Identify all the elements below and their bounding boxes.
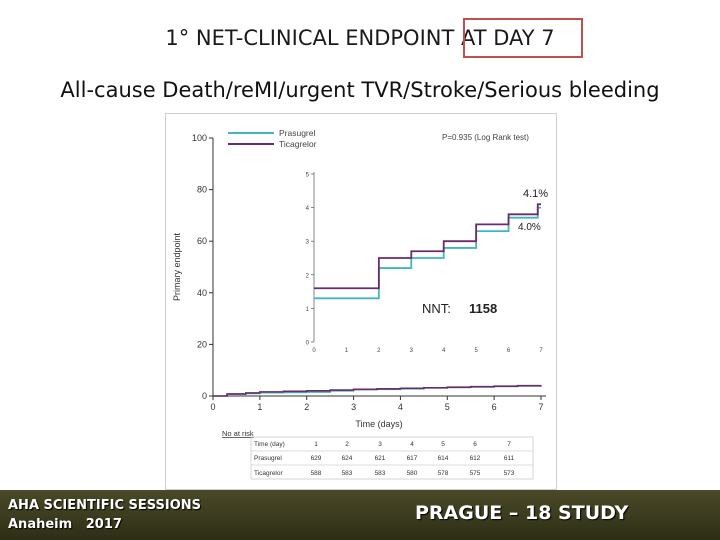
- risk-table-header-cell: 5: [441, 441, 445, 448]
- risk-table-cell: 580: [407, 470, 418, 477]
- risk-table-header-cell: 6: [473, 441, 477, 448]
- x-tick-label: 4: [398, 402, 403, 412]
- y-tick-label: 60: [197, 236, 207, 246]
- p-value: P=0.935 (Log Rank test): [442, 133, 529, 142]
- risk-table-cell: 575: [470, 470, 481, 477]
- risk-table-cell: 629: [311, 455, 322, 462]
- inset-line-prasugrel: [314, 206, 541, 300]
- risk-table-title: No at risk: [222, 429, 254, 438]
- risk-table-cell: 624: [342, 455, 353, 462]
- x-tick-label: 3: [351, 402, 356, 412]
- risk-table-cell: Ticagrelor: [254, 470, 283, 477]
- inset-x-tick-label: 3: [410, 348, 414, 354]
- risk-table-header-cell: 1: [314, 441, 318, 448]
- inset-y-tick-label: 3: [306, 240, 310, 246]
- y-axis-label: Primary endpoint: [172, 232, 182, 301]
- risk-table-cell: 621: [375, 455, 386, 462]
- risk-table-cell: 614: [438, 455, 449, 462]
- inset-y-tick-label: 2: [306, 273, 310, 279]
- risk-table-header-cell: 3: [378, 441, 382, 448]
- risk-table-cell: 573: [504, 470, 515, 477]
- slide-subtitle: All-cause Death/reMI/urgent TVR/Stroke/S…: [60, 78, 660, 102]
- footer-left: AHA SCIENTIFIC SESSIONS Anaheim 2017: [8, 496, 201, 534]
- legend-label-ticagrelor: Ticagrelor: [279, 139, 317, 149]
- risk-table-cell: Prasugrel: [254, 455, 282, 462]
- footer-conference: AHA SCIENTIFIC SESSIONS: [8, 498, 202, 513]
- x-tick-label: 6: [492, 402, 497, 412]
- risk-table-header-cell: 4: [410, 441, 414, 448]
- legend-label-prasugrel: Prasugrel: [279, 128, 315, 138]
- km-chart: Primary endpoint Time (days) Prasugrel T…: [172, 128, 548, 480]
- nnt-label: NNT:: [422, 301, 451, 316]
- inset-y-tick-label: 1: [306, 307, 310, 313]
- km-figure: Primary endpoint Time (days) Prasugrel T…: [165, 113, 557, 490]
- x-tick-label: 5: [445, 402, 450, 412]
- x-tick-label: 7: [538, 402, 543, 412]
- annot-prasugrel: 4.0%: [518, 222, 541, 233]
- risk-table-cell: 617: [407, 455, 418, 462]
- inset-x-tick-label: 7: [539, 348, 543, 354]
- x-tick-label: 0: [210, 402, 215, 412]
- nnt-value: 1158: [469, 301, 497, 316]
- risk-table-cell: 583: [342, 470, 353, 477]
- inset-x-tick-label: 2: [377, 348, 381, 354]
- highlight-box: [463, 18, 583, 58]
- y-tick-label: 40: [197, 288, 207, 298]
- y-tick-label: 100: [192, 133, 207, 143]
- risk-table-header-cell: 7: [507, 441, 511, 448]
- risk-table-cell: 612: [470, 455, 481, 462]
- x-tick-label: 2: [304, 402, 309, 412]
- footer-study: PRAGUE – 18 STUDY: [415, 502, 629, 524]
- inset-x-tick-label: 5: [474, 348, 478, 354]
- inset-y-tick-label: 0: [306, 341, 310, 347]
- annot-ticagrelor: 4.1%: [523, 188, 548, 200]
- slide-title: 1° NET-CLINICAL ENDPOINT AT DAY 7: [165, 26, 555, 50]
- inset-y-tick-label: 4: [306, 206, 310, 212]
- x-tick-label: 1: [257, 402, 262, 412]
- risk-table-cell: 611: [504, 455, 515, 462]
- y-tick-label: 0: [202, 391, 207, 401]
- footer-bar: [0, 490, 720, 540]
- inset-y-tick-label: 5: [306, 173, 310, 179]
- inset-x-tick-label: 1: [345, 348, 349, 354]
- risk-table-header-cell: Time (day): [254, 441, 285, 448]
- inset-x-tick-label: 6: [507, 348, 511, 354]
- x-axis-label: Time (days): [355, 419, 402, 429]
- risk-table-frame: [250, 436, 534, 480]
- inset-line-ticagrelor: [314, 203, 541, 290]
- risk-table-cell: 578: [438, 470, 449, 477]
- y-tick-label: 80: [197, 185, 207, 195]
- inset-x-tick-label: 0: [312, 348, 316, 354]
- risk-table-cell: 588: [311, 470, 322, 477]
- risk-table-header-cell: 2: [345, 441, 349, 448]
- km-line-ticagrelor: [213, 384, 542, 397]
- footer-location: Anaheim 2017: [8, 517, 122, 532]
- inset-x-tick-label: 4: [442, 348, 446, 354]
- y-tick-label: 20: [197, 339, 207, 349]
- risk-table-cell: 583: [375, 470, 386, 477]
